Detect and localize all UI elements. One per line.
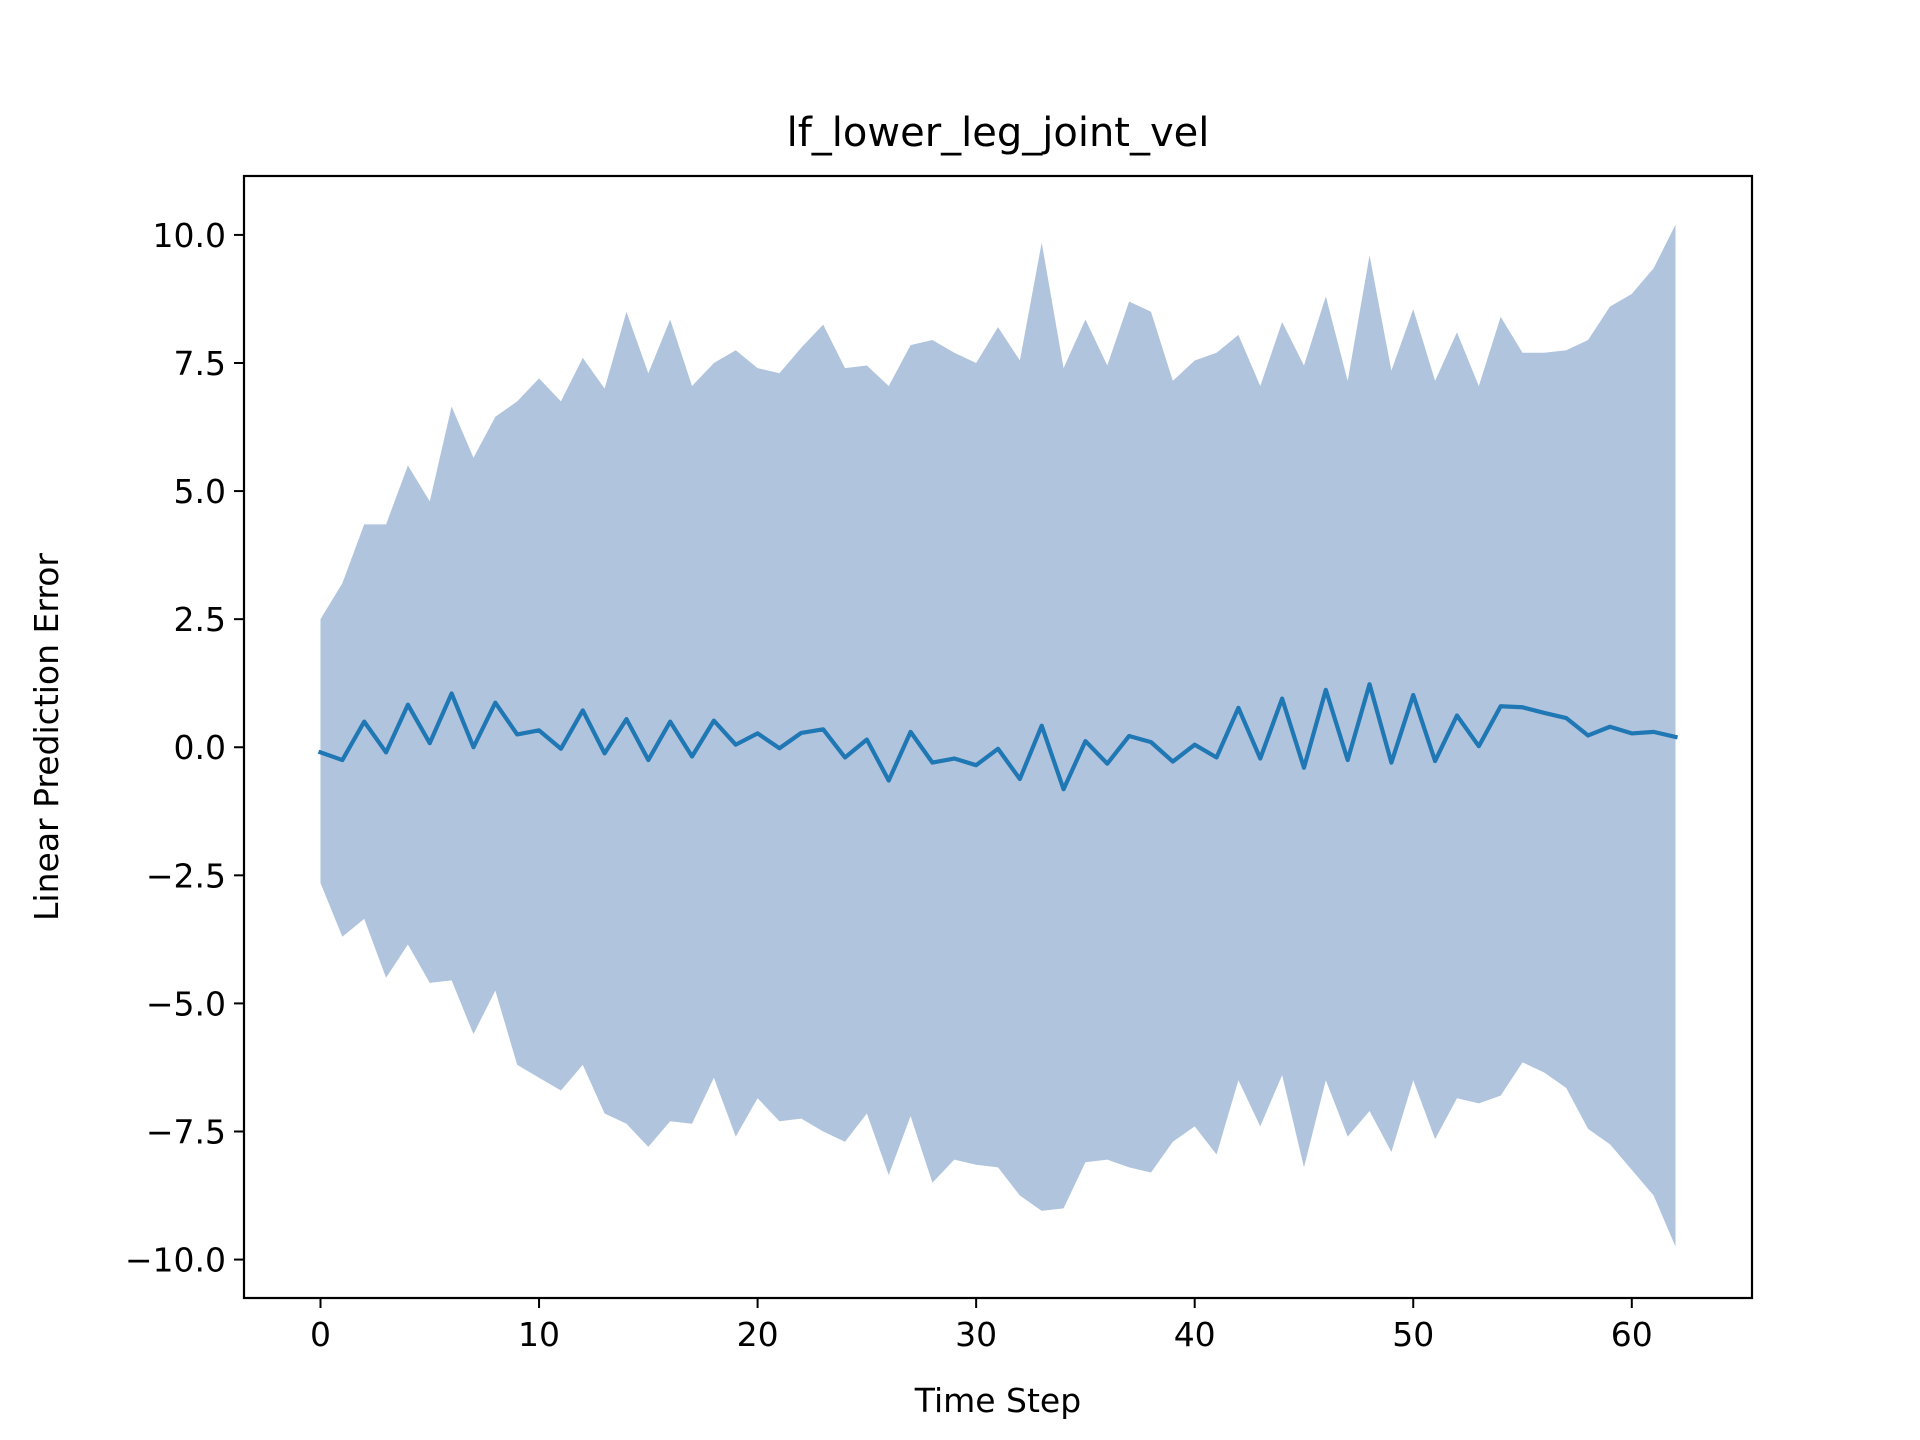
x-axis-label: Time Step [914, 1381, 1081, 1420]
y-tick-label: 5.0 [174, 472, 226, 511]
y-tick-label: 7.5 [174, 344, 226, 383]
y-tick-label: 0.0 [174, 728, 226, 767]
y-tick-label: −5.0 [146, 984, 226, 1023]
y-axis-label: Linear Prediction Error [27, 553, 66, 921]
error-band [320, 224, 1676, 1247]
y-tick-label: 10.0 [153, 216, 226, 255]
y-tick-label: −7.5 [146, 1112, 226, 1151]
mean-line [317, 682, 1679, 792]
y-axis-ticks: −10.0 −7.5 −5.0 −2.5 0.0 2.5 5.0 7.5 10.0 [125, 216, 244, 1280]
plot-area [317, 224, 1679, 1247]
x-tick-label: 40 [1174, 1315, 1216, 1354]
y-tick-label: 2.5 [174, 600, 226, 639]
x-tick-label: 60 [1611, 1315, 1653, 1354]
y-tick-label: −10.0 [125, 1241, 226, 1280]
axes-frame [242, 174, 1754, 1300]
chart-title: lf_lower_leg_joint_vel [787, 110, 1210, 156]
x-axis-ticks: 0 10 20 30 40 50 60 [310, 1298, 1653, 1354]
x-tick-label: 20 [737, 1315, 779, 1354]
x-tick-label: 10 [518, 1315, 560, 1354]
x-tick-label: 30 [955, 1315, 997, 1354]
x-tick-label: 50 [1392, 1315, 1434, 1354]
y-tick-label: −2.5 [146, 856, 226, 895]
x-tick-label: 0 [310, 1315, 331, 1354]
